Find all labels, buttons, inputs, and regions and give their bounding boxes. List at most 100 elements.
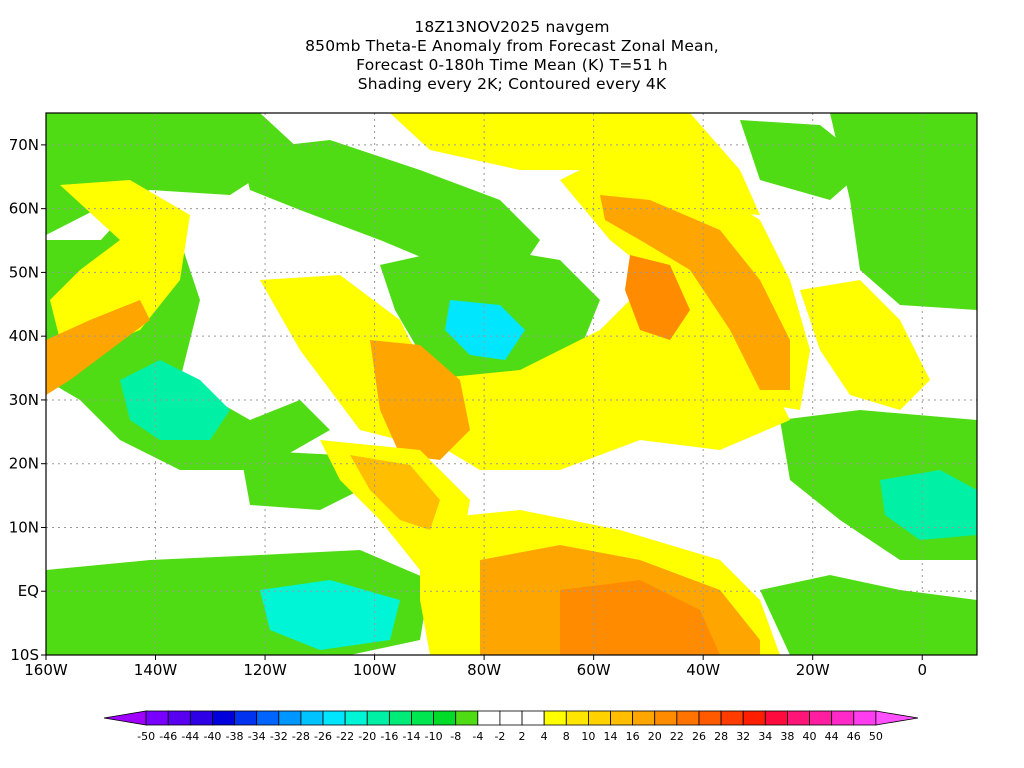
grid-lines [46,113,977,655]
colorbar-label: -38 [226,730,244,743]
colorbar-label: 10 [581,730,595,743]
yellow-anomaly-east-atlantic [800,280,930,410]
colorbar-swatch [588,710,611,726]
colorbar-label: -22 [336,730,354,743]
yellow-anomaly-arctic [390,113,760,215]
colorbar-label: -28 [292,730,310,743]
colorbar-label: -46 [159,730,177,743]
colorbar-swatch [499,710,523,726]
colorbar-swatch [632,710,656,726]
colorbar-swatch [742,710,766,726]
colorbar-swatch [455,710,479,726]
lon-tick-label: 20W [796,661,830,679]
colorbar-swatch [698,710,722,726]
colorbar-swatch [189,710,213,726]
colorbar-label: -26 [314,730,332,743]
colorbar-swatch [853,710,877,726]
colorbar-label: 20 [648,730,662,743]
colorbar-swatch [256,710,280,726]
title-line-4: Shading every 2K; Contoured every 4K [357,75,667,93]
colorbar-swatch [543,710,567,726]
colorbar-label: -16 [380,730,398,743]
colorbar-swatch [322,710,346,726]
colorbar-label: -10 [425,730,443,743]
lat-tick-label: 20N [9,455,39,473]
colorbar-label: -8 [450,730,461,743]
title-line-3: Forecast 0-180h Time Mean (K) T=51 h [356,56,668,74]
colorbar-label: 2 [519,730,526,743]
darkorange-anomaly-amazon [560,580,720,655]
lon-tick-label: 60W [577,661,611,679]
orange-anomaly-pacific-plume [46,300,150,395]
colorbar-swatch [300,710,324,726]
lon-tick-label: 0 [917,661,927,679]
title-line-2: 850mb Theta-E Anomaly from Forecast Zona… [305,37,719,55]
colorbar-swatch [809,710,833,726]
colorbar-swatch [831,710,855,726]
colorbar-label: -4 [472,730,483,743]
lat-tick-label: 60N [9,200,39,218]
colorbar-label: -14 [403,730,421,743]
colorbar-swatch-end-arrow [875,710,919,726]
colorbar-swatch [366,710,390,726]
colorbar-swatch [234,710,258,726]
green-anomaly-gulf-east-pacific [240,450,360,510]
lat-tick-label: 50N [9,263,39,281]
colorbar-label: 14 [604,730,618,743]
lon-tick-label: 80W [467,661,501,679]
cyan-anomaly-east-pacific-south [260,580,400,650]
colorbar-swatch [344,710,368,726]
colorbar-label: 4 [541,730,548,743]
map-title: 18Z13NOV2025 navgem 850mb Theta-E Anomal… [0,18,1024,94]
colorbar-swatch [167,710,191,726]
colorbar-label: -20 [358,730,376,743]
orange-anomaly-central-america [350,455,440,530]
lat-tick-label: 10N [9,518,39,536]
teal-anomaly-west-africa [880,470,977,540]
colorbar-swatch [433,710,457,726]
colorbar-swatch-start-arrow [103,710,147,726]
colorbar-swatch [212,710,235,726]
lat-tick-label: 40N [9,327,39,345]
lat-tick-label: EQ [18,582,39,600]
cyan-anomaly-eastern-us [445,300,525,360]
teal-anomaly-pacific-swirl [120,360,230,440]
colorbar-swatch [278,710,302,726]
lon-tick-label: 40W [686,661,720,679]
colorbar-label: 40 [803,730,817,743]
lat-tick-label: 30N [9,391,39,409]
yellow-anomaly-pacific-band [50,180,190,350]
lon-tick-label: 140W [134,661,178,679]
lon-tick-label: 120W [243,661,287,679]
green-anomaly-canada [240,140,540,270]
lat-tick-label: 10S [10,646,39,664]
colorbar-label: -2 [494,730,505,743]
colorbar-label: 50 [869,730,883,743]
colorbar-swatch [764,710,788,726]
colorbar-label: -44 [181,730,199,743]
colorbar-swatch [521,710,545,726]
colorbar-label: 38 [780,730,794,743]
green-anomaly-scandinavia [830,113,977,310]
colorbar-label: 44 [825,730,839,743]
orange-anomaly-labrador-plume [600,195,790,390]
colorbar-swatch [654,710,678,726]
colorbar-swatch [565,710,589,726]
colorbar-swatch [411,710,435,726]
colorbar-label: 34 [758,730,772,743]
latitude-axis: 70N 60N 50N 40N 30N 20N 10N EQ 10S [9,136,46,664]
colorbar-label: -40 [203,730,221,743]
colorbar-swatch [477,710,501,726]
colorbar-label: 16 [626,730,640,743]
colorbar-label: -32 [270,730,288,743]
colorbar-label: 8 [563,730,570,743]
colorbar-label: -50 [137,730,155,743]
colorbar-label: 32 [736,730,750,743]
colorbar: -50 -46 -44 -40 -38 -34 -32 -28 -26 -22 -20 -16 -14-… [103,710,919,743]
colorbar-swatch [720,710,744,726]
colorbar-swatch [145,710,169,726]
longitude-axis: 160W 140W 120W 100W 80W 60W 40W 20W 0 [24,655,927,679]
colorbar-label: 28 [714,730,728,743]
orange-anomaly-central-atlantic [625,255,690,340]
